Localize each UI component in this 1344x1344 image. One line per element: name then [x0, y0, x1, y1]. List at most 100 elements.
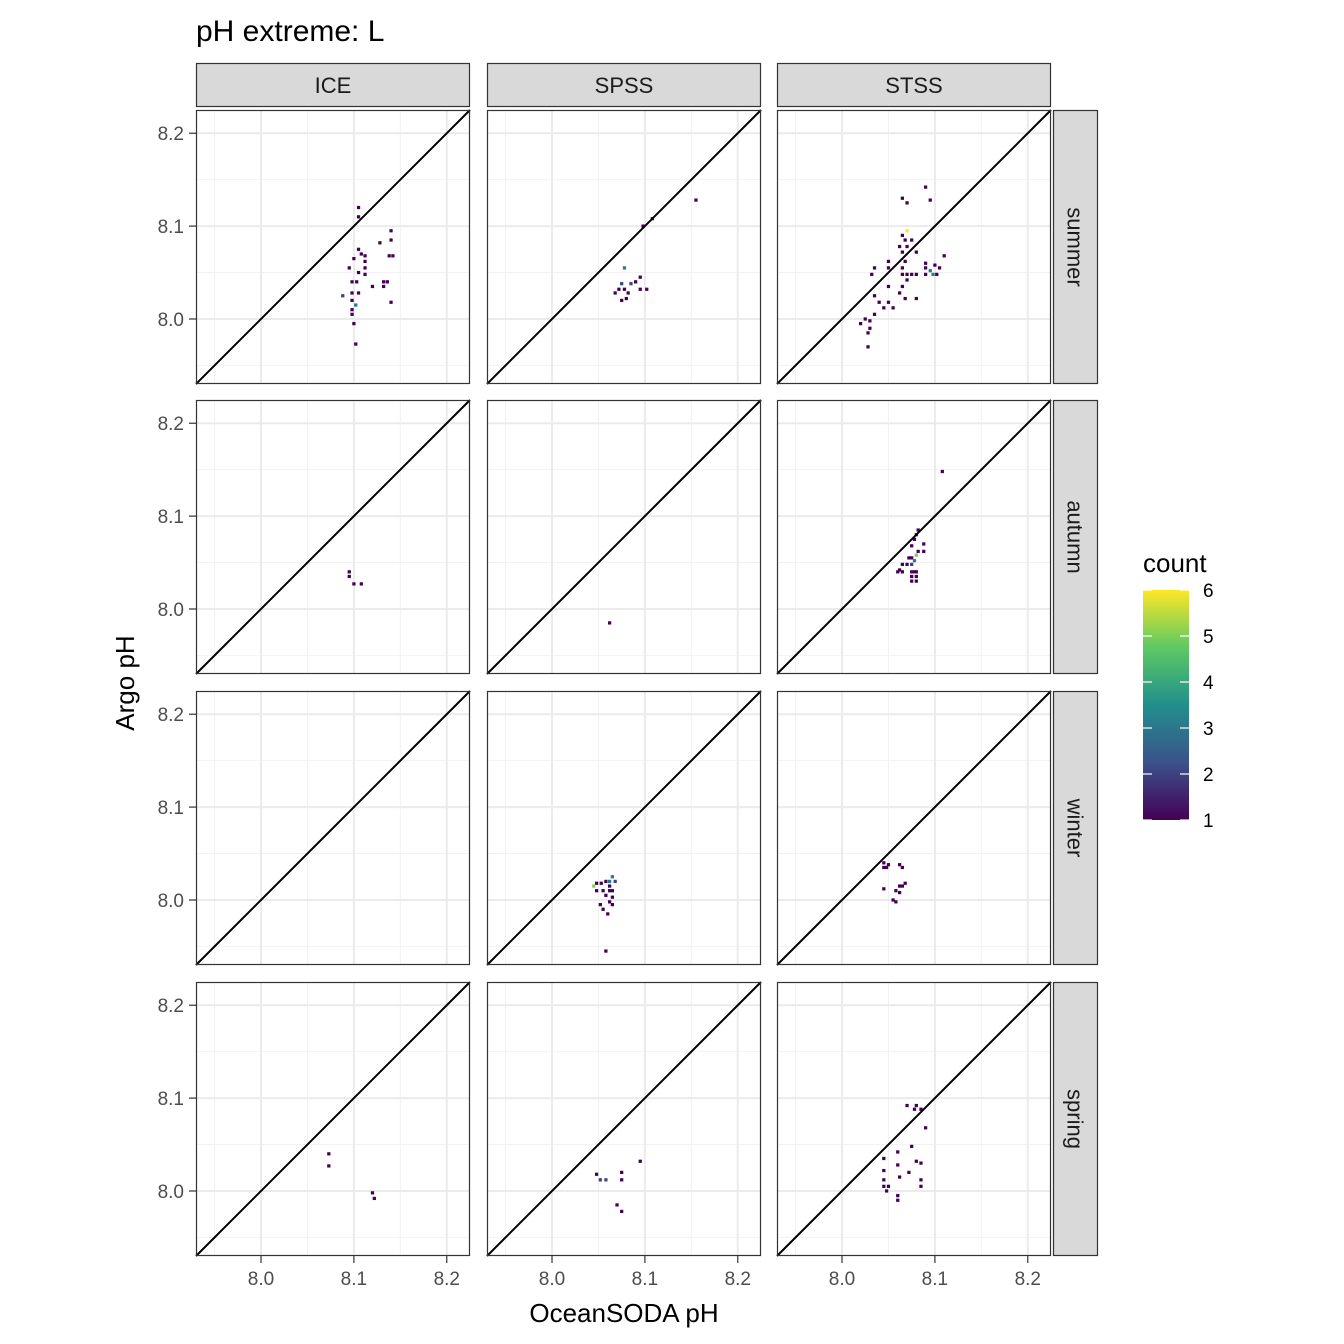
y-axis-title: Argo pH: [110, 635, 140, 730]
heatmap-cell: [928, 198, 932, 202]
heatmap-cell: [903, 238, 907, 242]
heatmap-cell: [886, 284, 891, 289]
heatmap-cell: [910, 238, 914, 242]
legend-colorbar: [1143, 590, 1189, 820]
heatmap-cell: [624, 296, 628, 301]
panel-spss-spring: [486, 981, 762, 1257]
heatmap-cell: [886, 863, 891, 867]
heatmap-cell: [620, 1209, 624, 1214]
heatmap-cell: [905, 201, 909, 205]
panel-border: [776, 109, 1052, 385]
panel-border: [195, 399, 471, 675]
heatmap-cell: [922, 549, 926, 554]
heatmap-cell: [617, 287, 621, 291]
panel-stss-winter: [776, 690, 1052, 966]
heatmap-cell: [919, 1107, 923, 1111]
heatmap-cell: [897, 568, 902, 572]
x-tick-label: 8.1: [341, 1269, 367, 1290]
heatmap-cell: [882, 861, 886, 865]
heatmap-cell: [905, 1103, 909, 1108]
panel-stss-autumn: [776, 399, 1052, 675]
heatmap-cell: [352, 582, 356, 586]
heatmap-cell: [607, 621, 612, 625]
heatmap-cell: [370, 284, 375, 289]
y-tick-label: 8.2: [158, 705, 184, 726]
heatmap-cell: [387, 254, 391, 258]
heatmap-cell: [389, 300, 393, 304]
heatmap-cell: [905, 229, 909, 233]
heatmap-cell: [877, 300, 881, 304]
heatmap-cell: [352, 322, 356, 326]
legend-label: 6: [1203, 581, 1214, 602]
panel-ice-summer: [195, 109, 471, 385]
heatmap-cell: [891, 306, 895, 310]
heatmap-cell: [638, 287, 642, 291]
heatmap-cell: [923, 261, 928, 265]
legend-label: 2: [1203, 765, 1214, 786]
heatmap-cell: [935, 272, 939, 277]
heatmap-cell: [914, 553, 918, 557]
heatmap-cell: [897, 890, 902, 895]
y-tick-label: 8.1: [158, 217, 184, 238]
heatmap-cell: [355, 280, 359, 284]
heatmap-cell: [940, 469, 944, 474]
heatmap-cell: [641, 224, 645, 228]
heatmap-cell: [912, 1107, 917, 1111]
heatmap-cell: [359, 582, 363, 586]
row-strip-winter: [1052, 690, 1099, 966]
heatmap-cell: [350, 298, 354, 303]
heatmap-cell: [912, 570, 917, 574]
heatmap-cell: [882, 865, 886, 870]
heatmap-cell: [604, 893, 608, 897]
column-strip-stss: [776, 62, 1052, 108]
heatmap-cell: [868, 326, 872, 330]
row-strip-label: summer: [1063, 207, 1088, 286]
heatmap-cell: [900, 562, 905, 567]
heatmap-cell: [620, 298, 624, 303]
heatmap-cell: [884, 1189, 889, 1193]
heatmap-cell: [610, 895, 615, 899]
heatmap-cell: [919, 1178, 923, 1182]
heatmap-cell: [863, 317, 867, 321]
identity-line: [195, 399, 471, 675]
axes: 8.0 8.1 8.2 8.0 8.1 8.2 8.0 8.1 8.2 8.0 8.1 8.2 8.0 8…: [158, 124, 1041, 1290]
heatmap-cell: [363, 266, 367, 270]
heatmap-cell: [350, 280, 354, 284]
heatmap-cell: [905, 278, 909, 282]
heatmap-cell: [900, 266, 905, 270]
heatmap-cell: [356, 291, 361, 295]
heatmap-cell: [916, 528, 920, 532]
heatmap-cell: [907, 556, 911, 560]
heatmap-cell: [896, 1163, 900, 1167]
heatmap-cell: [613, 291, 617, 295]
row-strip-label: winter: [1063, 798, 1088, 858]
panel-ice-autumn: [195, 399, 471, 675]
heatmap-cell: [882, 887, 886, 891]
row-strip-summer: [1052, 109, 1099, 385]
heatmap-cell: [910, 1144, 914, 1149]
heatmap-cell: [914, 1159, 918, 1163]
column-strip-label: STSS: [885, 73, 942, 98]
heatmap-cell: [359, 252, 363, 256]
heatmap-cell: [923, 266, 928, 270]
heatmap-cell: [858, 322, 863, 326]
heatmap-cell: [347, 574, 351, 579]
identity-line: [776, 399, 1052, 675]
y-tick-label: 8.0: [158, 1182, 184, 1203]
row-strip-label: spring: [1063, 1089, 1088, 1149]
heatmap-cell: [914, 570, 918, 574]
heatmap-cell: [381, 280, 386, 284]
heatmap-cell: [866, 345, 870, 349]
heatmap-cell: [910, 579, 914, 583]
chart-title: pH extreme: L: [196, 15, 384, 48]
row-strip-label: autumn: [1063, 500, 1088, 573]
heatmap-cell: [923, 272, 928, 277]
heatmap-cell: [606, 912, 610, 916]
heatmap-cell: [378, 241, 382, 245]
heatmap-cell: [914, 250, 918, 254]
heatmap-cell: [919, 1161, 923, 1165]
heatmap-cell: [350, 312, 354, 316]
panel-border: [776, 399, 1052, 675]
heatmap-cell: [626, 291, 630, 295]
heatmap-cell: [389, 229, 393, 233]
